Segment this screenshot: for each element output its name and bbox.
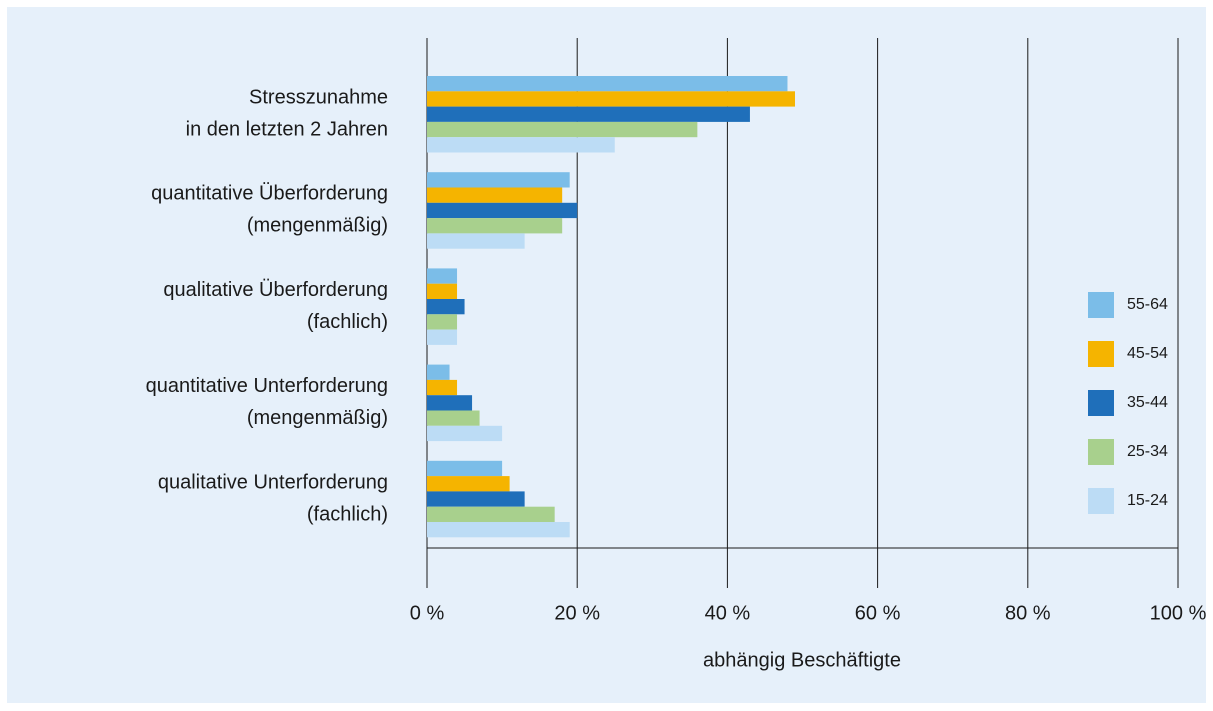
- bar: [427, 379, 458, 396]
- bar: [427, 233, 525, 249]
- legend-swatch: [1088, 292, 1114, 318]
- bar: [427, 410, 480, 426]
- bar: [427, 299, 465, 315]
- bar: [427, 137, 615, 153]
- x-tick-label: 60 %: [855, 602, 901, 624]
- bar: [427, 329, 458, 345]
- bar: [427, 172, 570, 188]
- category-label: (mengenmäßig): [247, 215, 388, 237]
- bar: [427, 187, 563, 203]
- category-label: (fachlich): [307, 503, 388, 525]
- x-tick-label: 100 %: [1150, 602, 1207, 624]
- x-tick-label: 20 %: [554, 602, 600, 624]
- x-axis-title: abhängig Beschäftigte: [703, 649, 901, 671]
- bar: [427, 506, 555, 522]
- bar: [427, 91, 795, 107]
- bar: [427, 522, 570, 538]
- legend-swatch: [1088, 341, 1114, 367]
- x-tick-label: 40 %: [705, 602, 751, 624]
- bar: [427, 202, 578, 219]
- bar: [427, 395, 473, 411]
- bar: [427, 476, 510, 492]
- bar: [427, 491, 525, 507]
- legend-label: 15-24: [1127, 492, 1168, 509]
- x-tick-label: 0 %: [410, 602, 445, 624]
- legend-label: 55-64: [1127, 296, 1168, 313]
- category-label: in den letzten 2 Jahren: [186, 119, 388, 141]
- category-label: qualitative Überforderung: [163, 279, 388, 301]
- legend-label: 25-34: [1127, 443, 1168, 460]
- category-label: quantitative Unterforderung: [146, 375, 388, 397]
- category-label: (mengenmäßig): [247, 407, 388, 429]
- bar: [427, 364, 450, 380]
- legend-swatch: [1088, 390, 1114, 416]
- category-label: Stresszunahme: [249, 87, 388, 109]
- legend-label: 45-54: [1127, 345, 1168, 362]
- category-label: quantitative Überforderung: [151, 183, 388, 205]
- legend-swatch: [1088, 439, 1114, 465]
- legend-swatch: [1088, 488, 1114, 514]
- bar: [427, 121, 698, 138]
- bar: [427, 106, 750, 122]
- bar: [427, 283, 458, 299]
- bar: [427, 460, 503, 477]
- legend-label: 35-44: [1127, 394, 1168, 411]
- category-label: qualitative Unterforderung: [158, 471, 388, 493]
- bar: [427, 218, 563, 234]
- bar: [427, 76, 788, 92]
- category-label: (fachlich): [307, 311, 388, 333]
- bar: [427, 314, 458, 330]
- bar: [427, 425, 503, 442]
- x-tick-label: 80 %: [1005, 602, 1051, 624]
- bar: [427, 268, 458, 284]
